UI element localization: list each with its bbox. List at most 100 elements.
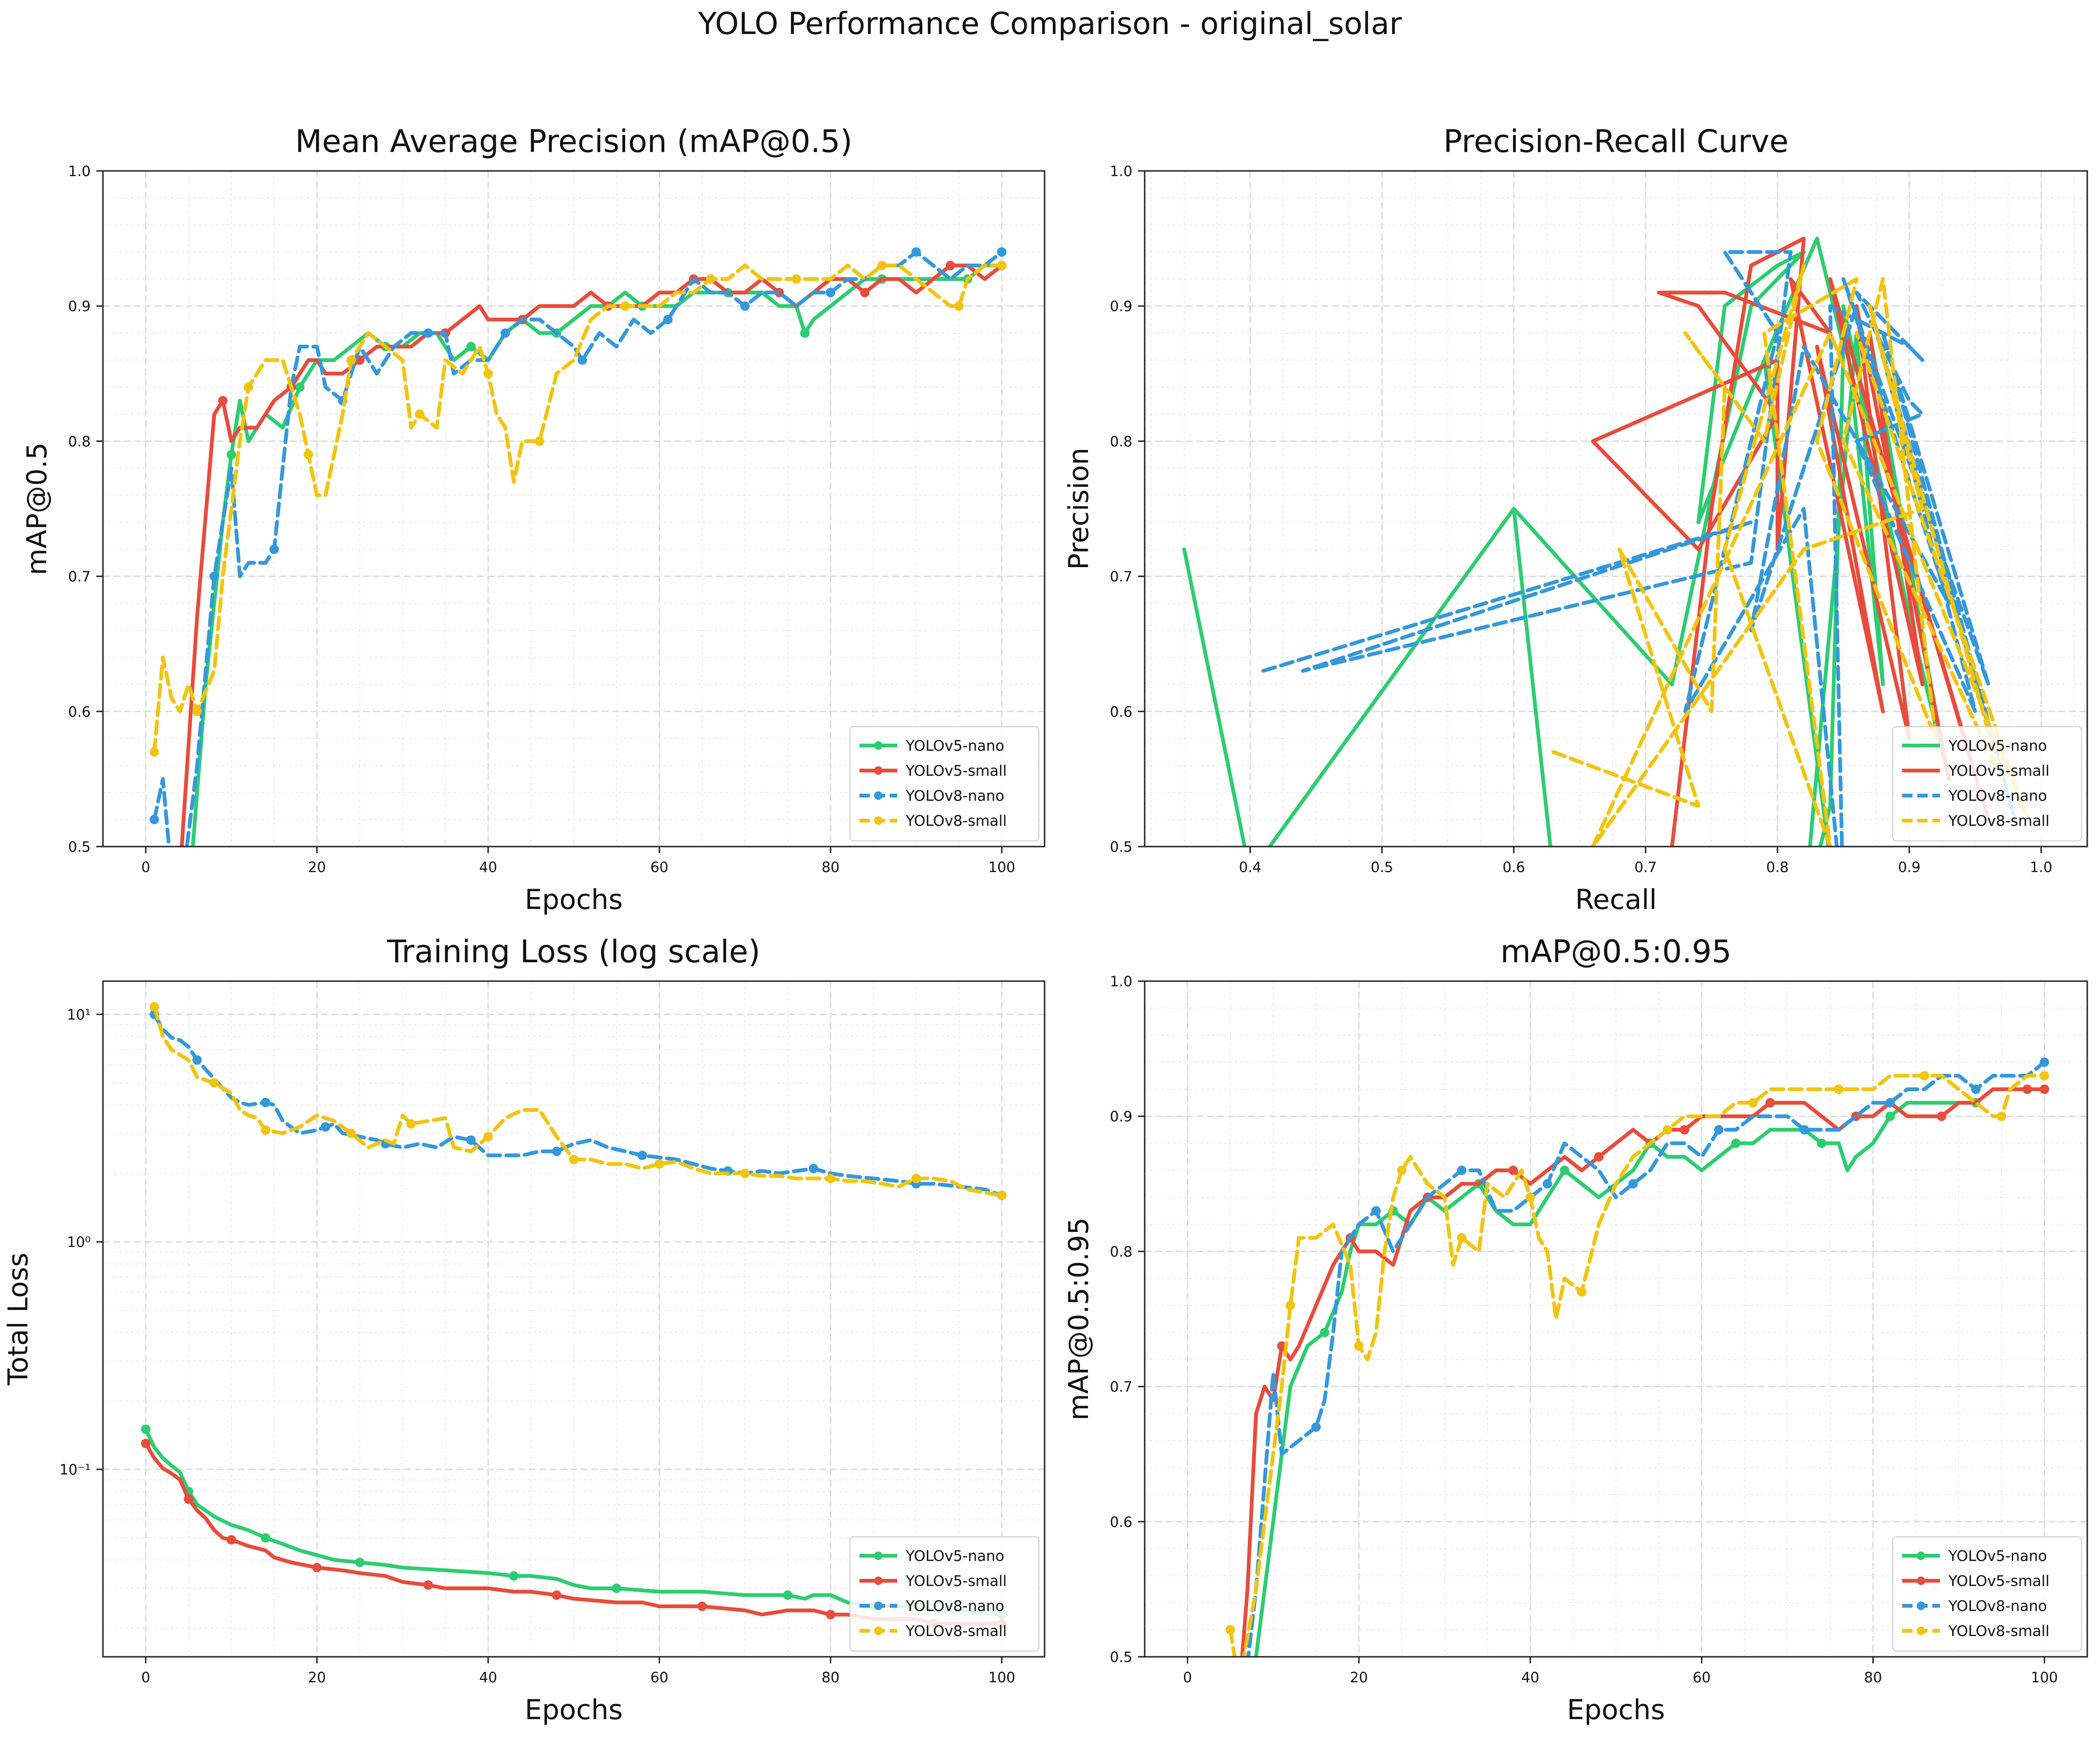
data-point-yolov8-nano xyxy=(1714,1125,1724,1135)
data-point-yolov8-small xyxy=(415,409,425,419)
data-point-yolov8-nano xyxy=(1885,1098,1895,1108)
legend-box xyxy=(1892,1536,2082,1652)
x-tick-label: 0 xyxy=(141,859,150,876)
data-point-yolov8-nano xyxy=(1234,1733,1244,1738)
data-point-yolov8-nano xyxy=(1457,1165,1467,1175)
legend-label: YOLOv8-small xyxy=(905,813,1007,830)
y-tick-label: 0.8 xyxy=(68,433,91,450)
data-point-yolov8-small xyxy=(149,747,159,757)
x-tick-label: 40 xyxy=(479,859,497,876)
x-tick-label: 0 xyxy=(141,1670,150,1686)
data-point-yolov8-small xyxy=(2040,1071,2049,1081)
data-point-yolov5-small xyxy=(1680,1125,1690,1135)
legend-label: YOLOv8-small xyxy=(905,1623,1007,1640)
data-point-yolov8-small xyxy=(706,274,716,284)
data-point-yolov5-nano xyxy=(1885,1111,1895,1121)
legend: YOLOv5-nano YOLOv5-small YOLOv8-nano YOLOv8… xyxy=(850,1536,1039,1652)
series-line-yolov8-small xyxy=(152,1005,1004,1197)
data-point-yolov8-small xyxy=(620,301,630,311)
chart-title: Precision-Recall Curve xyxy=(1444,123,1789,160)
legend-label: YOLOv5-nano xyxy=(1948,1548,2047,1565)
x-tick-label: 60 xyxy=(650,859,668,876)
x-tick-label: 80 xyxy=(822,1670,840,1686)
y-tick-label: 0.6 xyxy=(68,704,91,721)
data-point-yolov5-small xyxy=(312,1563,322,1573)
y-tick-label: 10⁰ xyxy=(67,1234,91,1251)
y-tick-label: 0.9 xyxy=(1110,1109,1132,1125)
data-point-yolov8-small xyxy=(1834,1084,1844,1094)
data-point-yolov5-nano xyxy=(261,1533,271,1543)
x-tick-label: 0.9 xyxy=(1898,859,1921,876)
data-point-yolov8-small xyxy=(569,1154,578,1164)
axes-frame xyxy=(102,980,1046,1658)
data-point-yolov5-nano xyxy=(783,1590,793,1600)
plot-area xyxy=(141,1002,1007,1628)
data-point-yolov5-small xyxy=(1594,1152,1604,1162)
data-point-yolov8-nano xyxy=(423,328,433,338)
data-point-yolov8-small xyxy=(1577,1287,1587,1297)
legend-box xyxy=(1892,726,2082,841)
legend-marker xyxy=(1917,1577,1925,1585)
data-point-yolov8-nano xyxy=(638,1151,647,1161)
y-tick-label: 0.8 xyxy=(1110,1244,1132,1260)
data-point-yolov8-small xyxy=(1748,1098,1758,1108)
legend: YOLOv5-nano YOLOv5-small YOLOv8-nano YOLOv8… xyxy=(850,726,1039,841)
series-line-yolov8-small xyxy=(1228,1074,2047,1657)
series-line-yolov5-small xyxy=(1240,1087,2047,1657)
data-point-yolov8-small xyxy=(877,261,887,271)
data-point-yolov8-small xyxy=(1397,1165,1407,1175)
x-tick-label: 100 xyxy=(988,859,1015,876)
legend-marker xyxy=(1917,1551,1925,1560)
y-tick-label: 0.5 xyxy=(68,839,91,856)
data-point-yolov8-small xyxy=(483,1132,493,1142)
x-tick-label: 0.4 xyxy=(1239,859,1261,876)
data-point-yolov8-nano xyxy=(1311,1422,1321,1432)
data-point-yolov8-small xyxy=(1662,1125,1672,1135)
legend-label: YOLOv8-small xyxy=(1948,1623,2049,1640)
data-point-yolov8-nano xyxy=(825,288,835,297)
chart-pr: 0.4 0.5 0.6 0.7 0.8 0.9 1.0 0.5 0.6 0.7 0.8 0.9 1.0 P… xyxy=(1063,123,2088,916)
data-point-yolov8-small xyxy=(149,1002,159,1012)
series-line-yolov5-nano xyxy=(1182,237,1951,847)
data-point-yolov8-nano xyxy=(192,1055,202,1065)
x-tick-label: 40 xyxy=(1521,1670,1539,1686)
legend-label: YOLOv5-nano xyxy=(905,1548,1004,1565)
x-tick-label: 60 xyxy=(1692,1670,1710,1686)
data-point-yolov8-nano xyxy=(552,1146,561,1156)
data-point-yolov8-small xyxy=(740,1169,750,1178)
x-tick-label: 80 xyxy=(822,859,840,876)
x-tick-label: 20 xyxy=(308,1670,326,1686)
legend-label: YOLOv8-small xyxy=(1948,813,2049,830)
data-point-yolov5-nano xyxy=(226,450,236,460)
series-line-yolov5-nano xyxy=(191,263,1004,847)
data-point-yolov5-small xyxy=(226,1535,236,1545)
data-point-yolov8-small xyxy=(655,1159,664,1169)
plot-area xyxy=(1225,1057,2049,1738)
legend-marker xyxy=(874,1627,883,1635)
y-axis-label: mAP@0.5 xyxy=(21,442,53,575)
legend-marker xyxy=(874,816,883,825)
legend-marker xyxy=(874,1602,883,1610)
data-point-yolov8-small xyxy=(1997,1111,2006,1121)
x-tick-label: 0.6 xyxy=(1503,859,1525,876)
x-tick-label: 0.8 xyxy=(1766,859,1789,876)
x-tick-label: 100 xyxy=(2031,1670,2058,1686)
data-point-yolov5-nano xyxy=(1320,1328,1330,1338)
chart-map50: 0 20 40 60 80 100 0.5 0.6 0.7 0.8 0.9 1.0 Mean Avera… xyxy=(21,123,1046,916)
data-point-yolov5-nano xyxy=(1731,1138,1741,1148)
legend-label: YOLOv8-nano xyxy=(1948,788,2047,805)
chart-title: mAP@0.5:0.95 xyxy=(1500,933,1731,970)
data-point-yolov8-nano xyxy=(261,1097,271,1107)
y-tick-label: 10¹ xyxy=(67,1007,91,1023)
y-tick-label: 1.0 xyxy=(68,163,91,180)
legend-box xyxy=(850,1536,1039,1652)
data-point-yolov8-small xyxy=(911,1173,921,1183)
data-point-yolov8-nano xyxy=(1971,1084,1981,1094)
data-point-yolov5-nano xyxy=(1234,1720,1244,1729)
axes-frame xyxy=(1144,980,2088,1658)
data-point-yolov8-small xyxy=(261,1125,271,1135)
legend-marker xyxy=(874,741,883,750)
x-axis-label: Epochs xyxy=(525,1694,623,1726)
data-point-yolov5-nano xyxy=(295,382,305,392)
data-point-yolov8-small xyxy=(244,382,254,392)
